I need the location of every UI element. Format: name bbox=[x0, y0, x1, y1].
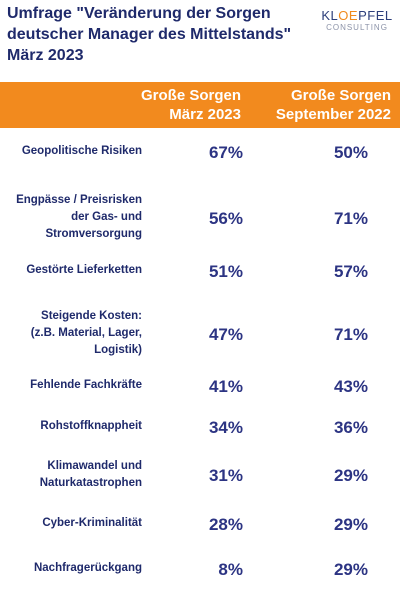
title-line: deutscher Manager des Mittelstands" bbox=[7, 26, 292, 43]
value-september-2022: 50% bbox=[333, 142, 368, 162]
page-title: Umfrage "Veränderung der Sorgen deutsche… bbox=[7, 3, 317, 66]
value-maerz-2023: 41% bbox=[208, 376, 243, 396]
column-header-september-2022: Große Sorgen September 2022 bbox=[241, 86, 391, 124]
table-header: Große Sorgen März 2023 Große Sorgen Sept… bbox=[0, 82, 400, 128]
row-label: Rohstoffknappheit bbox=[0, 418, 142, 435]
row-label: Engpässe / Preisrisken der Gas- und Stromv… bbox=[0, 192, 142, 243]
row-label-line: Cyber-Kriminalität bbox=[42, 517, 142, 529]
column-header-line: Große Sorgen bbox=[290, 87, 391, 104]
row-label-line: Engpässe / Preisrisken bbox=[16, 194, 142, 206]
value-september-2022: 71% bbox=[333, 208, 368, 228]
row-label-line: Fehlende Fachkräfte bbox=[30, 379, 142, 391]
value-maerz-2023: 51% bbox=[208, 261, 243, 281]
row-label-line: Rohstoffknappheit bbox=[40, 420, 142, 432]
row-label-line: Klimawandel und bbox=[47, 460, 142, 472]
value-september-2022: 29% bbox=[333, 559, 368, 579]
row-label-line: der Gas- und bbox=[71, 211, 142, 223]
value-september-2022: 57% bbox=[333, 261, 368, 281]
row-label-line: Geopolitische Risiken bbox=[21, 145, 142, 157]
row-label-line: Stromversorgung bbox=[45, 228, 143, 240]
row-label: Fehlende Fachkräfte bbox=[0, 377, 142, 394]
value-september-2022: 29% bbox=[333, 466, 368, 485]
value-maerz-2023: 56% bbox=[208, 208, 243, 228]
column-header-line: März 2023 bbox=[169, 106, 241, 123]
column-header-maerz-2023: Große Sorgen März 2023 bbox=[101, 86, 241, 124]
kloepfel-consulting-logo: KLOEPFEL CONSULTING bbox=[319, 9, 395, 35]
column-header-line: Große Sorgen bbox=[140, 87, 241, 104]
logo-subtitle: CONSULTING bbox=[326, 23, 388, 32]
value-maerz-2023: 67% bbox=[208, 142, 243, 162]
row-label: Steigende Kosten: (z.B. Material, Lager, L… bbox=[0, 308, 142, 359]
value-maerz-2023: 47% bbox=[208, 324, 243, 344]
title-line: Umfrage "Veränderung der Sorgen bbox=[7, 5, 271, 22]
value-maerz-2023: 34% bbox=[208, 417, 243, 437]
title-line: März 2023 bbox=[7, 47, 84, 64]
row-label: Nachfragerückgang bbox=[0, 560, 142, 577]
row-label: Cyber-Kriminalität bbox=[0, 515, 142, 532]
value-september-2022: 29% bbox=[333, 514, 368, 534]
row-label-line: Nachfragerückgang bbox=[33, 562, 142, 574]
value-september-2022: 71% bbox=[333, 324, 368, 344]
row-label-line: Gestörte Lieferketten bbox=[26, 264, 142, 276]
value-september-2022: 43% bbox=[333, 376, 368, 396]
row-label-line: Logistik) bbox=[94, 344, 142, 356]
row-label-line: Naturkatastrophen bbox=[39, 477, 142, 489]
value-september-2022: 36% bbox=[333, 417, 368, 437]
row-label: Gestörte Lieferketten bbox=[0, 262, 142, 279]
value-maerz-2023: 31% bbox=[208, 466, 243, 485]
row-label: Klimawandel und Naturkatastrophen bbox=[0, 458, 142, 492]
row-label-line: (z.B. Material, Lager, bbox=[30, 327, 142, 339]
row-label: Geopolitische Risiken bbox=[0, 143, 142, 160]
row-label-line: Steigende Kosten: bbox=[41, 310, 142, 322]
column-header-line: September 2022 bbox=[275, 106, 391, 123]
logo-wordmark: KLOEPFEL bbox=[321, 8, 393, 23]
value-maerz-2023: 28% bbox=[208, 514, 243, 534]
value-maerz-2023: 8% bbox=[218, 559, 243, 579]
